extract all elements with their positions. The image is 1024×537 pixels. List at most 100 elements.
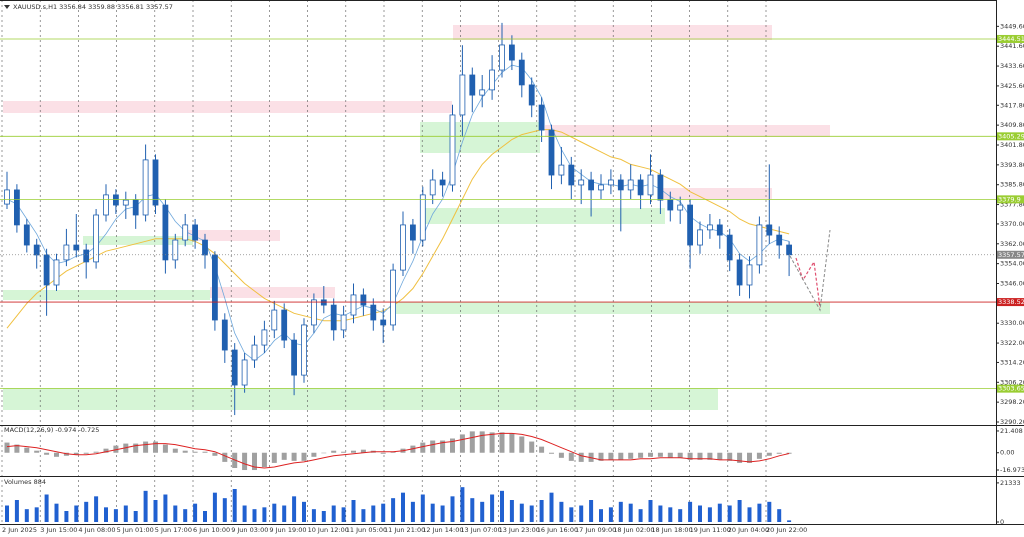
macd-bar — [628, 452, 634, 459]
macd-bar — [747, 452, 752, 463]
volume-bar — [74, 505, 79, 522]
macd-bar — [479, 431, 485, 453]
macd-bar — [697, 452, 703, 460]
macd-bar — [351, 450, 356, 453]
volume-bar — [707, 507, 712, 522]
candle-body — [786, 244, 792, 256]
candle-body — [310, 299, 317, 326]
candle-body — [598, 184, 604, 191]
volume-bar — [589, 500, 594, 522]
macd-bar — [4, 442, 10, 453]
y-tick-label: 3354.00 — [1000, 260, 1024, 268]
volume-bar — [747, 507, 752, 522]
candle-body — [192, 224, 199, 241]
volume-bar — [480, 501, 485, 522]
volume-bar — [658, 505, 663, 522]
y-tick-label: 3417.80 — [1000, 101, 1024, 109]
macd-bar — [459, 434, 465, 453]
frames — [0, 0, 1024, 525]
macd-bar — [766, 452, 772, 456]
macd-bar — [737, 452, 743, 463]
volume-bar — [351, 500, 356, 522]
macd-bar — [93, 451, 99, 453]
volume-bar — [163, 494, 168, 522]
candle-body — [489, 69, 496, 91]
volume-bar — [767, 501, 772, 522]
candle-body — [766, 224, 773, 236]
volume-bar — [787, 520, 792, 522]
candle-body — [667, 199, 674, 211]
volumes-title: Volumes 884 — [4, 478, 46, 486]
volume-bar — [24, 509, 29, 522]
volume-bar — [44, 494, 49, 522]
macd-bar — [786, 452, 792, 454]
price-level-tag — [997, 132, 1024, 141]
volume-bar — [678, 509, 683, 522]
candle-body — [647, 174, 654, 196]
macd-bar — [83, 452, 89, 454]
candle-body — [261, 329, 268, 346]
forecast-path — [795, 257, 821, 309]
y-tick-label: 0 — [1000, 518, 1004, 526]
candle-body — [429, 179, 436, 196]
volume-bar — [777, 509, 782, 522]
y-tick-label: 3409.80 — [1000, 121, 1024, 129]
macd-bar — [667, 452, 673, 458]
volume-bar — [500, 490, 504, 522]
candle-body — [400, 224, 406, 271]
candle-body — [132, 199, 139, 216]
volume-bar — [539, 500, 544, 522]
volume-bar — [153, 500, 158, 522]
candle-body — [508, 44, 515, 61]
supply-zone — [210, 287, 335, 298]
volume-bar — [203, 511, 207, 522]
price-level-tag — [997, 384, 1024, 393]
volume-bar — [104, 507, 108, 522]
supply-zone — [453, 25, 772, 40]
candle-body — [469, 74, 476, 96]
macd-bar — [727, 452, 733, 461]
plot — [0, 22, 996, 522]
candle-body — [330, 304, 337, 331]
x-tick-label: 11 Jun 05:00 — [346, 526, 387, 534]
x-tick-label: 2 Jun 2025 — [2, 526, 37, 534]
volume-bar — [430, 503, 435, 522]
macd-bar — [133, 443, 139, 453]
x-tick-label: 9 Jun 19:00 — [269, 526, 306, 534]
macd-signal — [6, 432, 790, 469]
volume-bar — [410, 501, 415, 522]
volume-bar — [470, 498, 475, 522]
macd-bar — [54, 452, 59, 457]
candle-body — [172, 239, 179, 261]
price-level-label: 3303.65 — [998, 385, 1024, 393]
candle-body — [687, 204, 693, 246]
price-level-tag — [997, 298, 1024, 307]
candle-body — [617, 179, 624, 191]
candle-body — [281, 309, 288, 341]
volume-bar — [302, 501, 306, 522]
candle-body — [350, 294, 357, 316]
y-tick-label: 3322.00 — [1000, 339, 1024, 347]
candle-body — [588, 179, 594, 191]
volume-bar — [559, 501, 564, 522]
volume-bar — [420, 494, 425, 522]
macd-bar — [143, 441, 149, 453]
y-tick-label: 3314.20 — [1000, 358, 1024, 366]
supply-zone — [545, 125, 830, 137]
y-tick-label: 21.408 — [1000, 427, 1023, 435]
volume-bar — [311, 509, 316, 522]
candle-body — [93, 214, 99, 263]
volume-bar — [341, 507, 346, 522]
macd-bar — [608, 452, 614, 460]
price-level-tag — [997, 34, 1024, 43]
volume-bar — [133, 511, 138, 522]
volume-bar — [321, 511, 326, 522]
candle-body — [568, 164, 575, 186]
volume-bar — [737, 500, 742, 522]
macd-bar — [311, 452, 317, 457]
macd-bar — [717, 452, 723, 460]
volume-bar — [628, 503, 633, 522]
volume-bar — [14, 500, 19, 522]
macd-bar — [222, 452, 228, 462]
volume-bar — [599, 509, 603, 522]
